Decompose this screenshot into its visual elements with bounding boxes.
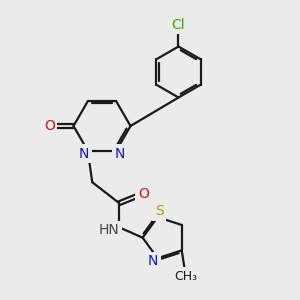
Text: N: N [79, 147, 89, 161]
Text: O: O [44, 119, 55, 133]
Text: S: S [155, 204, 164, 218]
Text: CH₃: CH₃ [175, 270, 198, 283]
Text: Cl: Cl [172, 18, 185, 32]
Text: N: N [115, 147, 125, 161]
Text: N: N [148, 254, 158, 268]
Text: HN: HN [98, 223, 119, 237]
Text: O: O [138, 187, 149, 201]
